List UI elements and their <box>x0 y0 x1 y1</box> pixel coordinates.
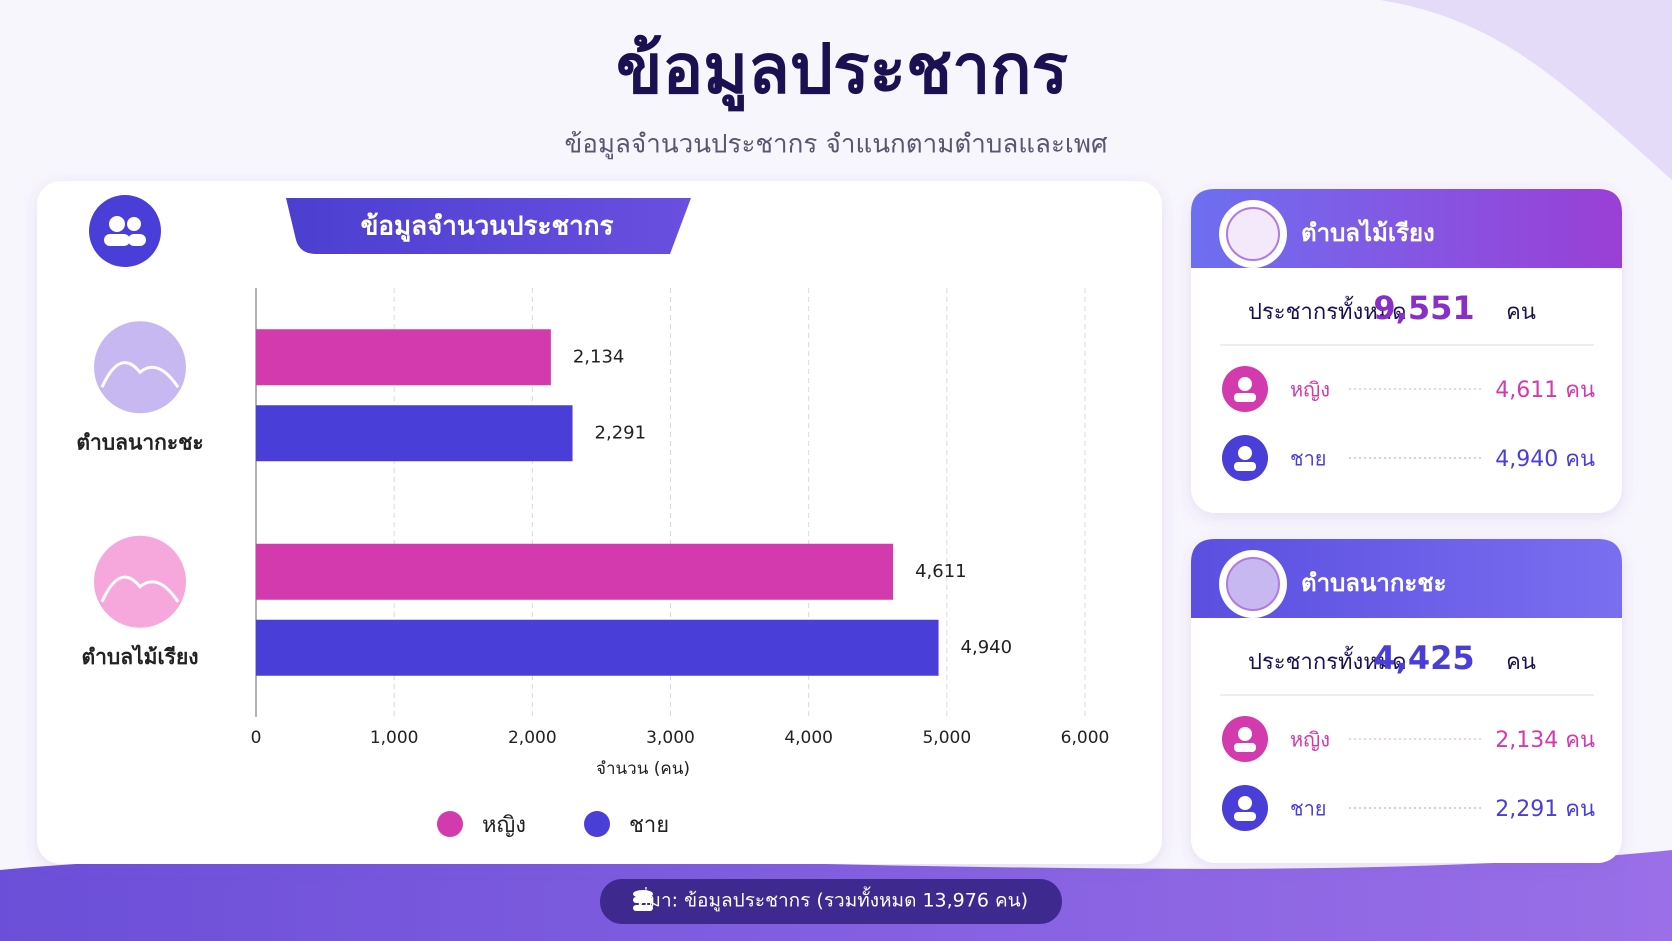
row-label: หญิง <box>1290 378 1330 402</box>
card-title: ตำบลไม้เรียง <box>1301 218 1435 247</box>
person-head <box>1238 796 1252 810</box>
x-tick-label: 6,000 <box>1061 728 1110 748</box>
total-value: 4,425 <box>1373 639 1474 677</box>
category-icon <box>94 321 186 414</box>
x-tick-label: 2,000 <box>508 728 557 748</box>
person-body <box>1234 462 1256 471</box>
row-label: ชาย <box>1290 447 1327 471</box>
card-body <box>1191 539 1622 863</box>
x-axis-title: จำนวน (คน) <box>596 759 690 779</box>
row-value: 2,291 คน <box>1495 797 1595 822</box>
person-body <box>1234 393 1256 402</box>
category-label: ตำบลไม้เรียง <box>81 644 198 669</box>
chart-title: ข้อมูลจำนวนประชากร <box>361 212 614 243</box>
total-unit: คน <box>1506 650 1536 675</box>
row-label: ชาย <box>1290 797 1327 821</box>
corner-wave <box>1380 0 1672 180</box>
person-head <box>1238 727 1252 741</box>
x-tick-label: 4,000 <box>784 728 833 748</box>
row-value: 2,134 คน <box>1495 728 1595 753</box>
value-label: 2,291 <box>595 422 647 443</box>
source-pill <box>600 879 1062 924</box>
category-icon <box>94 535 186 628</box>
card-title: ตำบลนากะชะ <box>1301 569 1447 597</box>
card-body <box>1191 189 1622 513</box>
x-tick-label: 1,000 <box>370 728 419 748</box>
row-value: 4,611 คน <box>1495 378 1595 403</box>
bar <box>256 543 894 600</box>
total-value: 9,551 <box>1373 289 1474 327</box>
person-head <box>1238 446 1252 460</box>
value-label: 2,134 <box>573 346 625 367</box>
row-label: หญิง <box>1290 728 1330 752</box>
person-body <box>1234 812 1256 821</box>
card-header <box>1191 539 1622 618</box>
card-icon-inner <box>1226 557 1280 611</box>
bar <box>256 329 551 386</box>
value-label: 4,940 <box>961 637 1013 658</box>
database-icon <box>633 890 653 911</box>
legend-swatch <box>584 811 610 837</box>
people-icon <box>89 195 161 267</box>
category-glyph <box>100 361 180 389</box>
bar <box>256 619 939 676</box>
x-tick-label: 3,000 <box>646 728 695 748</box>
people-glyph <box>104 216 146 246</box>
row-value: 4,940 คน <box>1495 447 1595 472</box>
chart-title-ribbon <box>286 198 691 254</box>
total-unit: คน <box>1506 300 1536 325</box>
page-title: ข้อมูลประชากร <box>616 31 1069 113</box>
bar <box>256 405 573 462</box>
legend-swatch <box>437 811 463 837</box>
legend-label: ชาย <box>629 813 669 838</box>
legend-label: หญิง <box>482 813 526 838</box>
value-label: 4,611 <box>915 561 967 582</box>
x-tick-label: 5,000 <box>922 728 971 748</box>
page-subtitle: ข้อมูลจำนวนประชากร จำแนกตามตำบลและเพศ <box>565 130 1108 160</box>
card-icon-inner <box>1226 207 1280 261</box>
person-head <box>1238 377 1252 391</box>
total-label: ประชากรทั้งหมด <box>1248 646 1407 675</box>
category-glyph <box>100 575 180 603</box>
card-header <box>1191 189 1622 268</box>
source-note: ที่มา: ข้อมูลประชากร (รวมทั้งหมด 13,976 … <box>636 887 1028 912</box>
person-body <box>1234 743 1256 752</box>
category-label: ตำบลนากะชะ <box>76 430 203 454</box>
total-label: ประชากรทั้งหมด <box>1248 296 1407 325</box>
x-tick-label: 0 <box>251 728 262 748</box>
